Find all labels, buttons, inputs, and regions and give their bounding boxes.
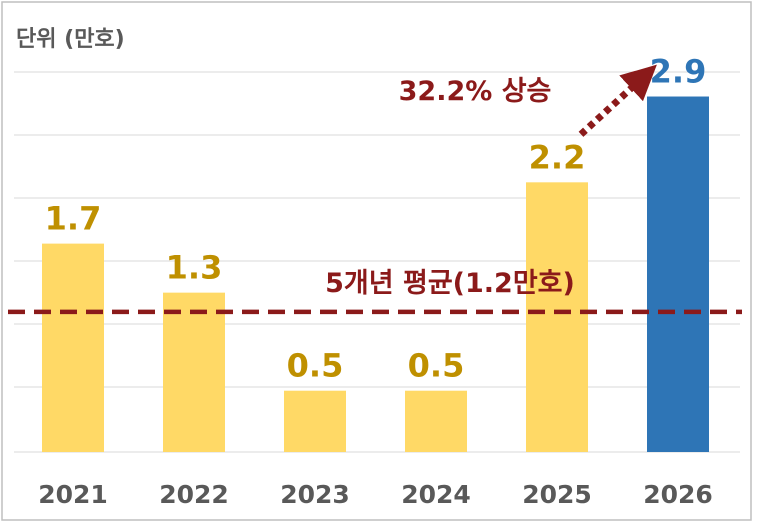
bar-2024 <box>405 390 467 452</box>
bars <box>42 96 709 453</box>
x-tick-2023: 2023 <box>280 480 350 509</box>
x-tick-2024: 2024 <box>401 480 471 509</box>
bar-2026 <box>647 96 709 453</box>
average-label: 5개년 평균(1.2만호) <box>325 268 575 299</box>
value-label-2026: 2.9 <box>650 53 707 91</box>
gridlines <box>14 71 740 453</box>
unit-label: 단위 (만호) <box>16 27 125 52</box>
value-labels: 1.7 1.3 0.5 0.5 2.2 2.9 <box>45 53 707 385</box>
value-label-2024: 0.5 <box>408 347 465 385</box>
bar-2022 <box>163 292 225 452</box>
growth-label: 32.2% 상승 <box>399 76 552 107</box>
bar-2021 <box>42 243 104 452</box>
reference-line-group: 5개년 평균(1.2만호) <box>8 268 742 315</box>
x-tick-2022: 2022 <box>159 480 229 509</box>
x-tick-2025: 2025 <box>522 480 592 509</box>
x-tick-2026: 2026 <box>643 480 713 509</box>
growth-arrow <box>578 64 657 137</box>
value-label-2021: 1.7 <box>45 200 102 238</box>
value-label-2023: 0.5 <box>287 347 344 385</box>
x-tick-2021: 2021 <box>38 480 108 509</box>
value-label-2022: 1.3 <box>166 249 223 287</box>
bar-2023 <box>284 390 346 452</box>
bar-2025 <box>526 182 588 453</box>
value-label-2025: 2.2 <box>529 138 586 176</box>
growth-annotation: 32.2% 상승 <box>399 64 657 137</box>
x-tick-labels: 2021 2022 2023 2024 2025 2026 <box>38 480 713 509</box>
